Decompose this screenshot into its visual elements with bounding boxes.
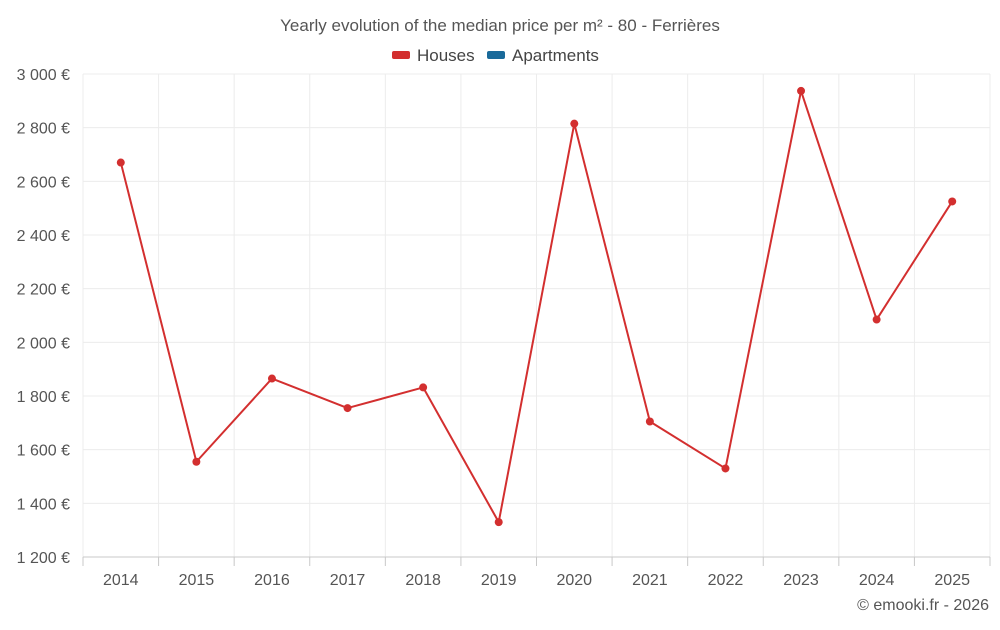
x-tick-label: 2015: [179, 572, 215, 589]
legend-swatch-apartments: [487, 51, 505, 59]
data-point-houses-2016[interactable]: [267, 374, 276, 383]
y-tick-label: 2 200 €: [17, 282, 70, 299]
y-tick-label: 2 800 €: [17, 121, 70, 138]
y-tick-label: 1 600 €: [17, 443, 70, 460]
legend-item-houses[interactable]: Houses: [392, 46, 475, 65]
series-layer: [116, 86, 957, 527]
y-tick-label: 1 200 €: [17, 550, 70, 567]
data-point-houses-2020[interactable]: [570, 119, 579, 128]
data-point-houses-2025[interactable]: [948, 197, 957, 206]
x-tick-label: 2024: [859, 572, 895, 589]
y-axis: 1 200 € 1 400 € 1 600 € 1 800 € 2 000 € 2 200…: [17, 67, 70, 567]
data-point-houses-2015[interactable]: [192, 457, 201, 466]
data-point-houses-2014[interactable]: [116, 158, 125, 167]
x-tick-label: 2021: [632, 572, 668, 589]
y-tick-label: 2 400 €: [17, 228, 70, 245]
x-tick-label: 2020: [556, 572, 592, 589]
x-tick-label: 2023: [783, 572, 819, 589]
data-point-houses-2024[interactable]: [872, 315, 881, 324]
x-tick-label: 2014: [103, 572, 139, 589]
data-point-houses-2021[interactable]: [645, 417, 654, 426]
data-point-houses-2023[interactable]: [797, 86, 806, 95]
y-tick-label: 2 600 €: [17, 174, 70, 191]
legend-label-houses: Houses: [417, 46, 475, 65]
series-line-houses: [119, 89, 954, 524]
y-tick-label: 2 000 €: [17, 335, 70, 352]
y-tick-label: 1 400 €: [17, 496, 70, 513]
x-tick-label: 2022: [708, 572, 744, 589]
grid: [82, 73, 991, 557]
x-tick-label: 2017: [330, 572, 366, 589]
x-tick-label: 2019: [481, 572, 517, 589]
x-tick-label: 2025: [934, 572, 970, 589]
x-axis: 2014 2015 2016 2017 2018 2019 2020 2021 2022 2023…: [82, 556, 991, 589]
legend-item-apartments[interactable]: Apartments: [487, 46, 599, 65]
x-tick-label: 2016: [254, 572, 290, 589]
chart-title: Yearly evolution of the median price per…: [280, 16, 720, 35]
data-point-houses-2017[interactable]: [343, 404, 352, 413]
y-tick-label: 1 800 €: [17, 389, 70, 406]
data-point-houses-2019[interactable]: [494, 518, 503, 527]
data-point-houses-2018[interactable]: [419, 383, 428, 392]
y-tick-label: 3 000 €: [17, 67, 70, 84]
data-point-houses-2022[interactable]: [721, 464, 730, 473]
x-tick-label: 2018: [405, 572, 441, 589]
legend[interactable]: Houses Apartments: [392, 46, 599, 65]
credit-text: © emooki.fr - 2026: [857, 597, 989, 614]
legend-label-apartments: Apartments: [512, 46, 599, 65]
legend-swatch-houses: [392, 51, 410, 59]
